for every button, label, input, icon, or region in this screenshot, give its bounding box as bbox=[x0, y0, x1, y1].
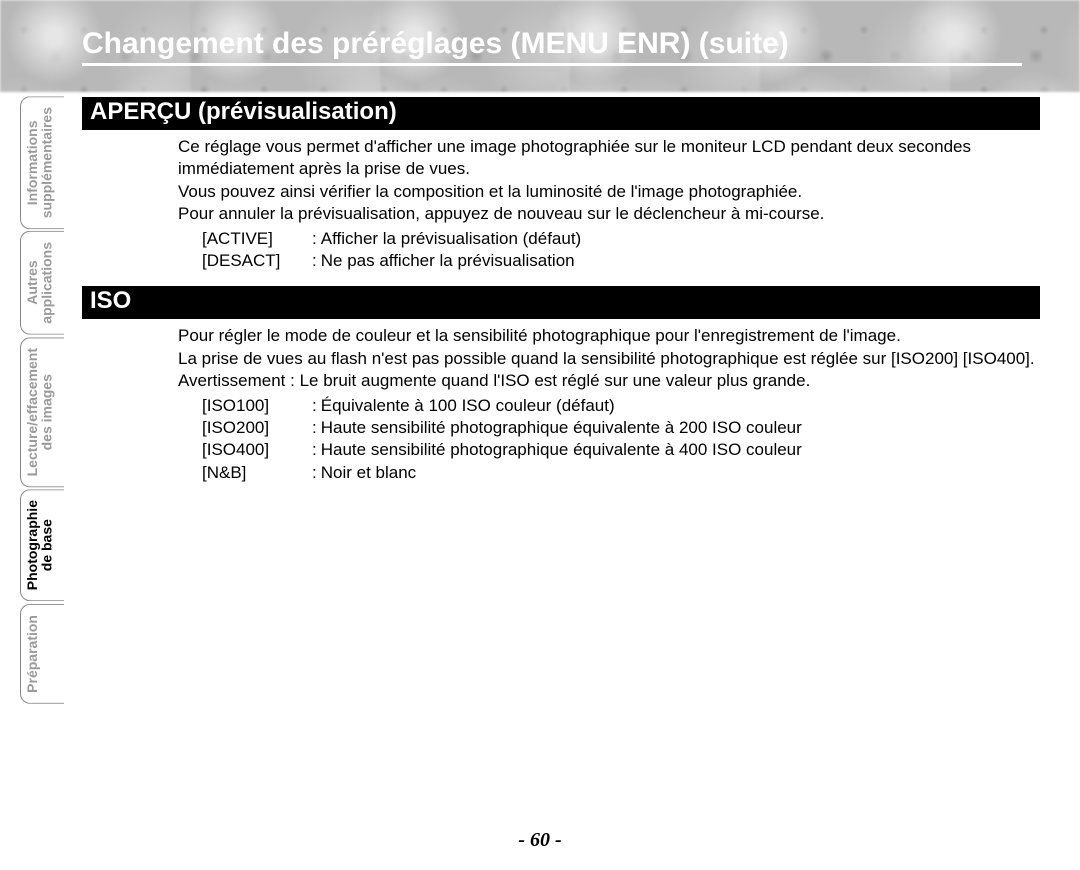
side-tab-2[interactable]: Lecture/effacement des images bbox=[20, 337, 64, 487]
option-sep: : bbox=[312, 395, 321, 417]
section-0-para-0: Ce réglage vous permet d'afficher une im… bbox=[178, 136, 1040, 181]
section-1-para-0: Pour régler le mode de couleur et la sen… bbox=[178, 325, 1040, 347]
option-val: Haute sensibilité photographique équival… bbox=[321, 439, 1040, 461]
option-sep: : bbox=[312, 462, 321, 484]
section-1-options: [ISO100]: Équivalente à 100 ISO couleur … bbox=[178, 395, 1040, 485]
section-0-para-2: Pour annuler la prévisualisation, appuye… bbox=[178, 203, 1040, 225]
section-body-1: Pour régler le mode de couleur et la sen… bbox=[82, 319, 1040, 498]
option-sep: : bbox=[312, 417, 321, 439]
option-sep: : bbox=[312, 439, 321, 461]
side-tab-4[interactable]: Informations supplémentaires bbox=[20, 96, 64, 229]
section-0-options: [ACTIVE]: Afficher la prévisualisation (… bbox=[178, 228, 1040, 273]
content-area: APERÇU (prévisualisation) Ce réglage vous… bbox=[82, 97, 1040, 498]
side-tab-1[interactable]: Photographie de base bbox=[20, 489, 64, 601]
section-body-0: Ce réglage vous permet d'afficher une im… bbox=[82, 130, 1040, 287]
page-title-wrap: Changement des préréglages (MENU ENR) (s… bbox=[82, 27, 1040, 66]
section-0-para-1: Vous pouvez ainsi vérifier la compositio… bbox=[178, 181, 1040, 203]
option-key: [ISO400] bbox=[202, 439, 312, 461]
side-tab-3[interactable]: Autres applications bbox=[20, 231, 64, 335]
option-key: [DESACT] bbox=[202, 250, 312, 272]
option-row: [N&B]: Noir et blanc bbox=[202, 462, 1040, 484]
option-val: Ne pas afficher la prévisualisation bbox=[321, 250, 1040, 272]
option-val: Afficher la prévisualisation (défaut) bbox=[321, 228, 1040, 250]
option-sep: : bbox=[312, 228, 321, 250]
option-row: [ISO100]: Équivalente à 100 ISO couleur … bbox=[202, 395, 1040, 417]
side-tabs: PréparationPhotographie de baseLecture/e… bbox=[20, 96, 64, 812]
option-sep: : bbox=[312, 250, 321, 272]
option-key: [N&B] bbox=[202, 462, 312, 484]
option-row: [DESACT]: Ne pas afficher la prévisualis… bbox=[202, 250, 1040, 272]
option-key: [ISO100] bbox=[202, 395, 312, 417]
section-heading-1: ISO bbox=[82, 286, 1040, 319]
option-val: Haute sensibilité photographique équival… bbox=[321, 417, 1040, 439]
page-title: Changement des préréglages (MENU ENR) (s… bbox=[82, 27, 1040, 61]
page-title-rule bbox=[82, 63, 1022, 66]
section-1-para-2: Avertissement : Le bruit augmente quand … bbox=[178, 370, 1040, 392]
side-tab-0[interactable]: Préparation bbox=[20, 604, 64, 704]
option-val: Noir et blanc bbox=[321, 462, 1040, 484]
section-1-para-1: La prise de vues au flash n'est pas poss… bbox=[178, 348, 1040, 370]
option-key: [ISO200] bbox=[202, 417, 312, 439]
page-number: - 60 - bbox=[0, 829, 1080, 852]
option-val: Équivalente à 100 ISO couleur (défaut) bbox=[321, 395, 1040, 417]
option-row: [ISO200]: Haute sensibilité photographiq… bbox=[202, 417, 1040, 439]
option-row: [ISO400]: Haute sensibilité photographiq… bbox=[202, 439, 1040, 461]
option-key: [ACTIVE] bbox=[202, 228, 312, 250]
section-heading-0: APERÇU (prévisualisation) bbox=[82, 97, 1040, 130]
option-row: [ACTIVE]: Afficher la prévisualisation (… bbox=[202, 228, 1040, 250]
